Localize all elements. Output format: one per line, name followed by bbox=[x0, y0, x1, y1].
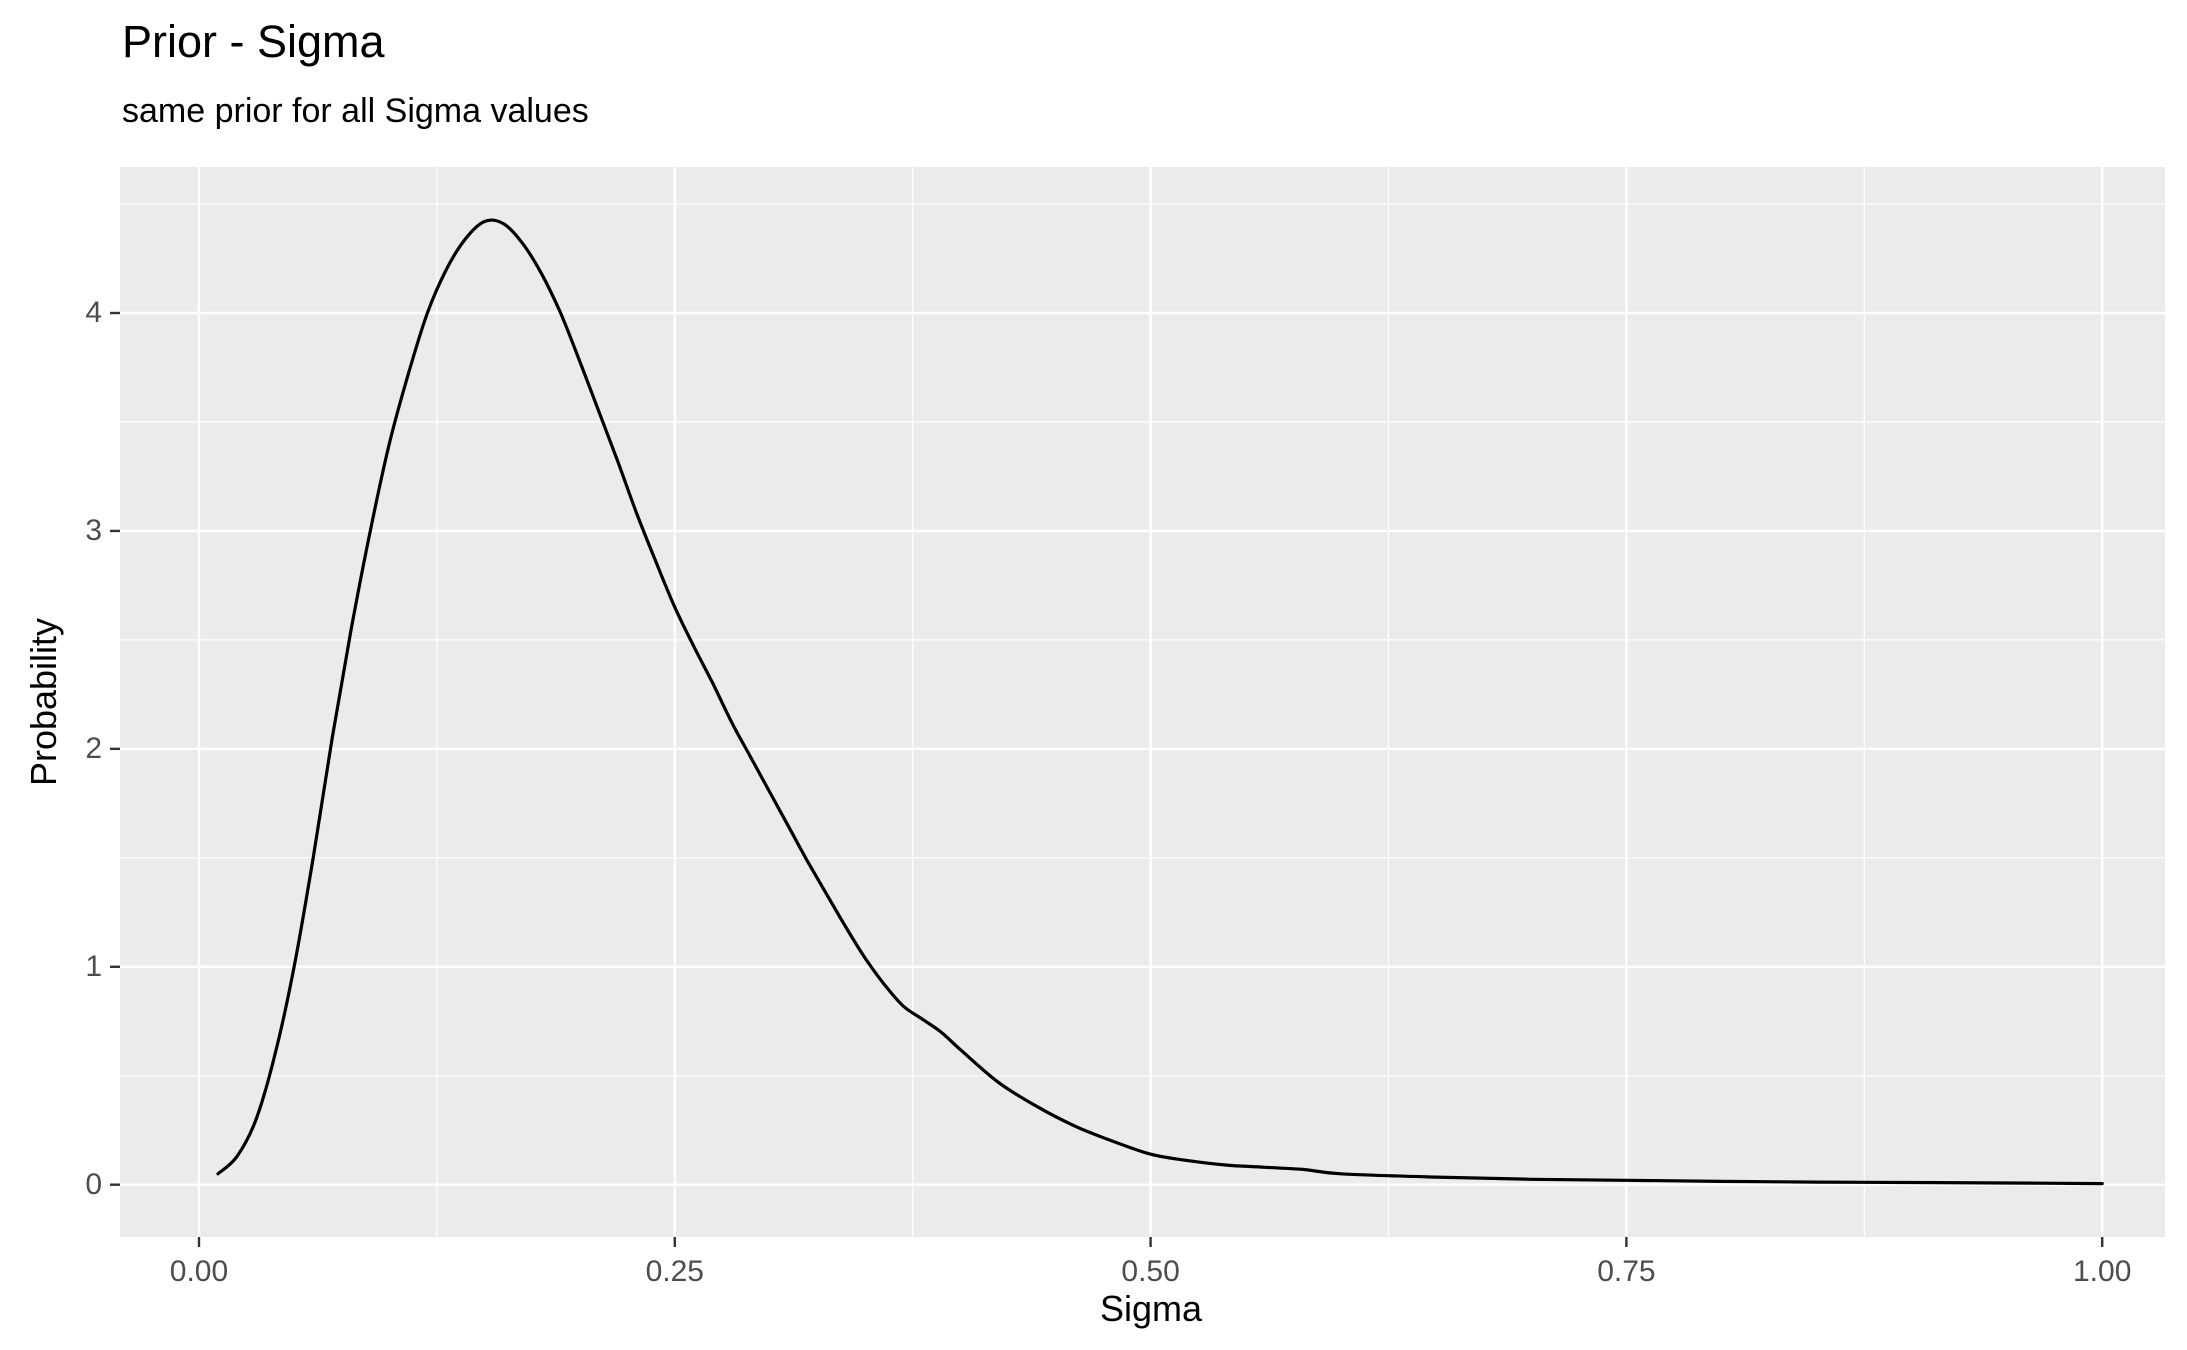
chart-subtitle: same prior for all Sigma values bbox=[122, 92, 589, 130]
chart-title: Prior - Sigma bbox=[122, 16, 385, 67]
y-tick-label: 4 bbox=[85, 296, 102, 329]
y-tick-label: 0 bbox=[85, 1167, 102, 1201]
x-axis-title: Sigma bbox=[1099, 1288, 1203, 1329]
x-tick-label: 0.25 bbox=[645, 1255, 704, 1288]
panel-background bbox=[120, 167, 2165, 1237]
density-curve bbox=[216, 218, 2104, 1186]
y-tick-label: 1 bbox=[85, 949, 102, 983]
y-tick-label: 2 bbox=[85, 731, 102, 765]
y-tick-label: 3 bbox=[85, 513, 102, 547]
x-tick-label: 1.00 bbox=[2072, 1255, 2132, 1288]
y-axis-title: Probability bbox=[23, 617, 64, 787]
x-tick-label: 0.00 bbox=[169, 1255, 229, 1288]
x-tick-label: 0.75 bbox=[1597, 1255, 1656, 1288]
x-tick-label: 0.50 bbox=[1121, 1255, 1180, 1288]
